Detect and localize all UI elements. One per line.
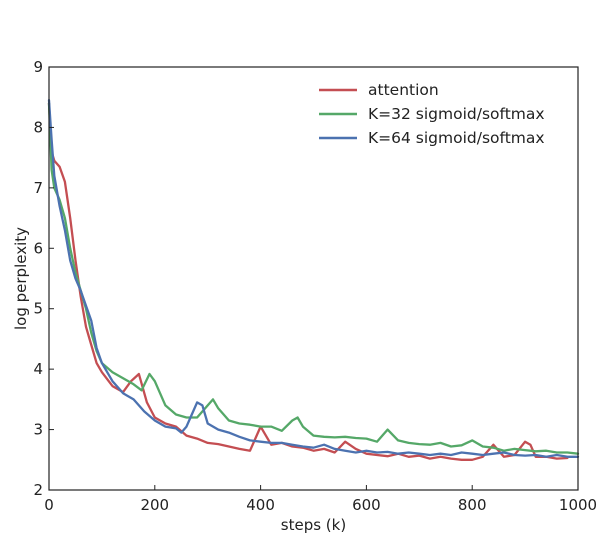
series-line-2 — [47, 102, 580, 455]
legend: attention K=32 sigmoid/softmax K=64 sigmoi… — [319, 81, 545, 147]
x-axis-label: steps (k) — [281, 516, 346, 534]
legend-label-3: K=64 sigmoid/softmax — [368, 129, 545, 147]
x-tick-label: 400 — [246, 496, 275, 514]
y-axis: 2 3 4 5 6 7 8 9 — [33, 58, 54, 499]
x-tick-label: 0 — [44, 496, 54, 514]
y-tick-label: 7 — [33, 179, 43, 197]
y-tick-label: 8 — [33, 118, 43, 136]
x-tick-label: 800 — [458, 496, 487, 514]
series-line-1 — [47, 102, 569, 461]
y-tick-label: 5 — [33, 300, 43, 318]
x-tick-label: 600 — [352, 496, 381, 514]
y-tick-label: 6 — [33, 239, 43, 257]
plot-frame — [48, 66, 579, 491]
x-tick-label: 1000 — [559, 496, 597, 514]
legend-label-2: K=32 sigmoid/softmax — [368, 105, 545, 123]
x-tick-label: 200 — [140, 496, 169, 514]
x-axis: 0 200 400 600 800 1000 — [44, 485, 597, 514]
y-axis-label: log perplexity — [12, 227, 30, 330]
legend-label-1: attention — [368, 81, 439, 99]
y-tick-label: 4 — [33, 360, 43, 378]
y-tick-label: 9 — [33, 58, 43, 76]
series-line-3 — [47, 99, 580, 458]
y-tick-label: 3 — [33, 421, 43, 439]
series-layer — [47, 99, 580, 461]
y-tick-label: 2 — [33, 481, 43, 499]
